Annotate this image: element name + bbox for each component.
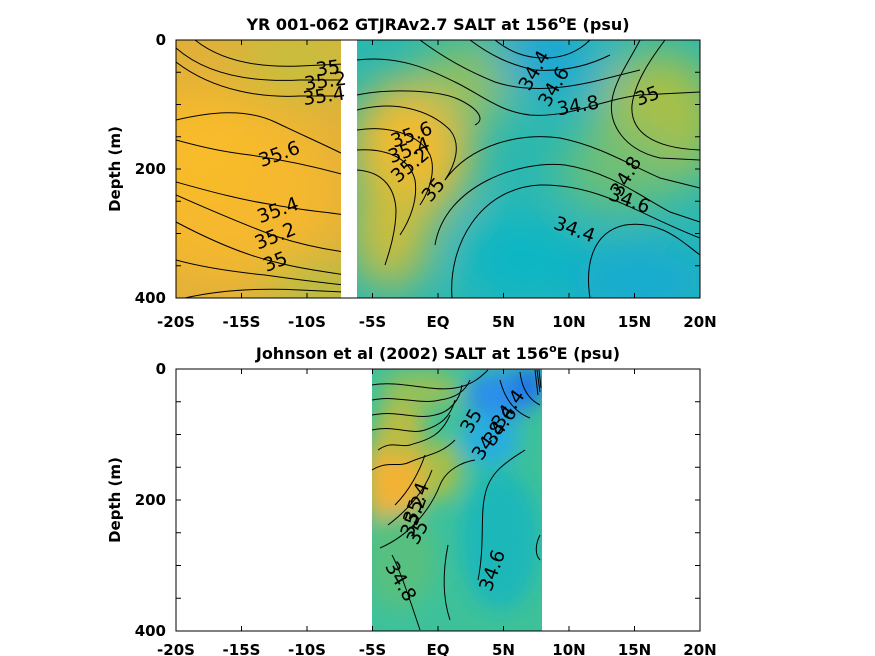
top-y-axis-label: Depth (m)	[106, 126, 124, 212]
y-tick-label: 400	[135, 289, 166, 307]
x-tick-label: 20N	[683, 313, 716, 331]
top-contours-north	[357, 40, 700, 298]
contour-label: 35	[314, 56, 341, 81]
x-tick-label: 15N	[618, 313, 651, 331]
x-tick-label: -15S	[223, 641, 261, 656]
top-axis-ticks: -20S -15S -10S -5S EQ 5N 10N 15N 20N 0 200 400	[135, 31, 717, 331]
x-tick-label: -20S	[157, 313, 195, 331]
bottom-y-axis-label: Depth (m)	[106, 457, 124, 543]
top-salinity-field-south	[176, 40, 341, 298]
x-tick-label: 5N	[492, 641, 515, 656]
x-tick-label: EQ	[427, 641, 450, 656]
y-tick-label: 200	[135, 491, 166, 509]
y-tick-label: 200	[135, 160, 166, 178]
top-panel-title: YR 001-062 GTJRAv2.7 SALT at 156oE (psu)	[245, 13, 629, 34]
top-salinity-field-north	[357, 40, 700, 298]
y-tick-label: 0	[156, 360, 166, 378]
top-data-gap	[341, 38, 357, 300]
x-tick-label: 5N	[492, 313, 515, 331]
x-tick-label: 10N	[552, 641, 585, 656]
bottom-panel-title: Johnson et al (2002) SALT at 156oE (psu)	[255, 342, 620, 363]
x-tick-label: -10S	[288, 313, 326, 331]
y-tick-label: 400	[135, 622, 166, 640]
bottom-contours	[372, 369, 542, 631]
x-tick-label: 15N	[618, 641, 651, 656]
x-tick-label: -15S	[223, 313, 261, 331]
top-contours-south	[176, 40, 341, 298]
x-tick-label: -5S	[359, 313, 386, 331]
bottom-panel: Johnson et al (2002) SALT at 156oE (psu)	[106, 342, 717, 656]
x-tick-label: EQ	[427, 313, 450, 331]
x-tick-label: -20S	[157, 641, 195, 656]
x-tick-label: -10S	[288, 641, 326, 656]
bottom-salinity-field	[372, 369, 542, 631]
bottom-axis-ticks: -20S -15S -10S -5S EQ 5N 10N 15N 20N 0 200 400	[135, 360, 717, 656]
y-tick-label: 0	[156, 31, 166, 49]
x-tick-label: 20N	[683, 641, 716, 656]
x-tick-label: -5S	[359, 641, 386, 656]
top-panel: YR 001-062 GTJRAv2.7 SALT at 156oE (psu)	[106, 13, 717, 331]
x-tick-label: 10N	[552, 313, 585, 331]
